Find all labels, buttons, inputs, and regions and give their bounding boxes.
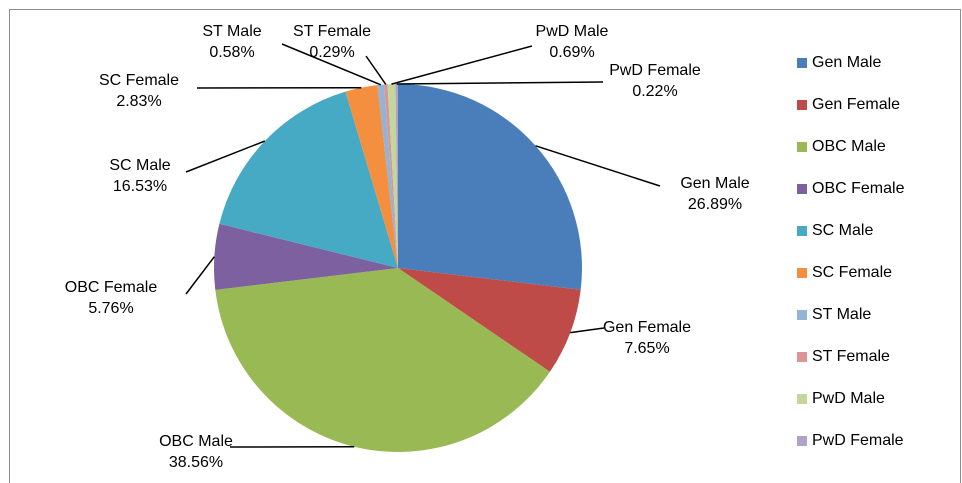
slice-label-value: 0.58% — [209, 44, 254, 61]
pie-slice — [387, 84, 398, 268]
legend-label: OBC Male — [812, 138, 886, 155]
slice-label-name: ST Female — [293, 23, 371, 40]
legend-swatch — [797, 394, 807, 404]
slice-label-name: SC Male — [109, 157, 170, 174]
legend-swatch — [797, 436, 807, 446]
legend-label: PwD Female — [812, 432, 904, 449]
pie-slice — [215, 268, 550, 453]
legend-swatch — [797, 100, 807, 110]
leader-line — [396, 81, 604, 85]
slice-label-value: 0.69% — [549, 44, 594, 61]
leader-line — [281, 43, 382, 86]
pie-slice — [395, 84, 398, 268]
slice-label-name: PwD Female — [609, 62, 701, 79]
slice-label-value: 0.29% — [309, 44, 354, 61]
slice-label-name: Gen Female — [603, 319, 691, 336]
legend-label: ST Male — [812, 306, 871, 323]
slice-label-name: PwD Male — [536, 23, 609, 40]
legend-label: Gen Female — [812, 96, 900, 113]
leader-line — [535, 145, 661, 187]
slice-label-value: 0.22% — [632, 83, 677, 100]
legend-label: ST Female — [812, 348, 890, 365]
pie-slice — [345, 85, 398, 268]
pie-slice — [398, 84, 582, 290]
pie-slice — [377, 84, 398, 268]
legend-swatch — [797, 58, 807, 68]
slice-label-name: Gen Male — [680, 175, 749, 192]
legend-swatch — [797, 226, 807, 236]
legend-swatch — [797, 142, 807, 152]
legend-swatch — [797, 310, 807, 320]
slice-label-name: OBC Male — [159, 433, 233, 450]
legend-label: SC Male — [812, 222, 873, 239]
leader-line — [185, 256, 215, 295]
legend-label: SC Female — [812, 264, 892, 281]
slice-label-value: 5.76% — [88, 300, 133, 317]
leader-line — [391, 45, 533, 85]
slice-label-name: SC Female — [99, 72, 179, 89]
slice-label-name: ST Male — [202, 23, 261, 40]
legend-swatch — [797, 184, 807, 194]
legend-label: OBC Female — [812, 180, 905, 197]
pie-slice — [398, 268, 581, 372]
slice-label-value: 38.56% — [169, 454, 223, 471]
pie-slice — [214, 223, 398, 290]
slice-label-value: 26.89% — [688, 196, 742, 213]
slice-label-value: 16.53% — [113, 178, 167, 195]
legend-label: Gen Male — [812, 54, 881, 71]
legend-swatch — [797, 268, 807, 278]
legend-swatch — [797, 352, 807, 362]
leader-line — [185, 140, 266, 173]
slice-label-name: OBC Female — [65, 279, 158, 296]
leader-line — [570, 327, 605, 334]
legend-label: PwD Male — [812, 390, 885, 407]
pie-slice — [384, 84, 398, 268]
slice-label-value: 2.83% — [116, 93, 161, 110]
slice-label-value: 7.65% — [624, 340, 669, 357]
pie-slice — [219, 91, 398, 268]
leader-line — [365, 55, 387, 85]
